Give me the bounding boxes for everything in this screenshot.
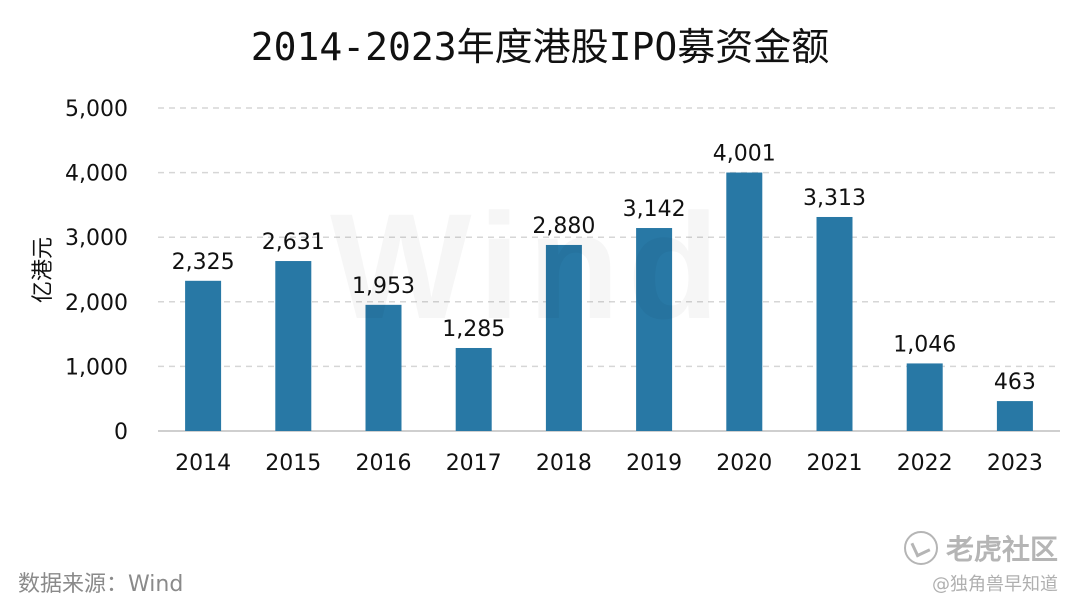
bar bbox=[455, 347, 492, 431]
data-label: 2,325 bbox=[172, 250, 235, 275]
data-label: 1,046 bbox=[893, 332, 956, 357]
y-axis-label: 亿港元 bbox=[31, 237, 56, 303]
brand-badge: 老虎社区 bbox=[903, 528, 1058, 568]
brand-name: 老虎社区 bbox=[945, 533, 1058, 566]
x-tick-label: 2023 bbox=[987, 451, 1043, 476]
bar bbox=[185, 280, 222, 431]
bar bbox=[906, 363, 943, 431]
y-tick-label: 2,000 bbox=[65, 291, 128, 316]
bar bbox=[996, 401, 1033, 431]
x-axis: 2014 2015 2016 2017 2018 2019 2020 2021 2022 2023 bbox=[175, 451, 1043, 476]
y-tick-label: 3,000 bbox=[65, 226, 128, 251]
chart-title: 2014-2023年度港股IPO募资金额 bbox=[251, 25, 830, 69]
bar bbox=[636, 228, 673, 431]
bar bbox=[816, 216, 853, 431]
author-handle: @独角兽早知道 bbox=[932, 574, 1058, 595]
data-label: 1,285 bbox=[442, 317, 505, 342]
y-tick-label: 1,000 bbox=[65, 355, 128, 380]
data-label: 2,631 bbox=[262, 230, 325, 255]
bar bbox=[545, 244, 582, 431]
tiger-logo-icon bbox=[903, 531, 938, 565]
data-label: 3,142 bbox=[623, 197, 686, 222]
y-tick-label: 0 bbox=[114, 420, 128, 445]
data-label: 2,880 bbox=[532, 214, 595, 239]
x-tick-label: 2016 bbox=[356, 451, 412, 476]
x-tick-label: 2019 bbox=[626, 451, 682, 476]
bar bbox=[365, 304, 402, 431]
data-label: 3,313 bbox=[803, 186, 866, 211]
x-tick-label: 2018 bbox=[536, 451, 592, 476]
y-axis: 0 1,000 2,000 3,000 4,000 5,000 bbox=[65, 97, 128, 445]
x-tick-label: 2014 bbox=[175, 451, 231, 476]
bar bbox=[726, 172, 763, 431]
x-tick-label: 2015 bbox=[265, 451, 321, 476]
data-label: 463 bbox=[994, 370, 1036, 395]
x-tick-label: 2021 bbox=[807, 451, 863, 476]
data-label: 4,001 bbox=[713, 142, 776, 167]
x-tick-label: 2022 bbox=[897, 451, 953, 476]
y-tick-label: 5,000 bbox=[65, 97, 128, 122]
x-tick-label: 2017 bbox=[446, 451, 502, 476]
bars: 2,325 2,631 1,953 1,285 2,880 3,142 4,001 3,313… bbox=[172, 142, 1036, 431]
x-tick-label: 2020 bbox=[716, 451, 772, 476]
data-label: 1,953 bbox=[352, 274, 415, 299]
y-tick-label: 4,000 bbox=[65, 162, 128, 187]
bar bbox=[275, 261, 312, 431]
source-note: 数据来源：Wind bbox=[18, 572, 184, 597]
